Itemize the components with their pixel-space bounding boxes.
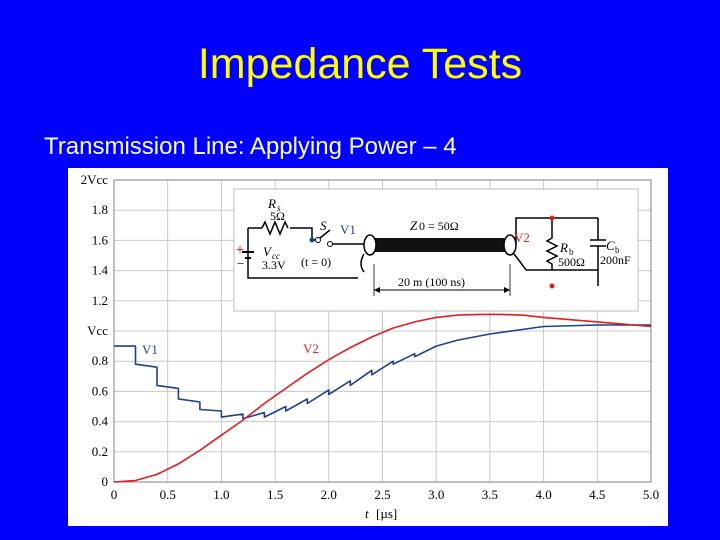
x-tick-label: 0.5 (160, 487, 176, 502)
length-label: 20 m (100 ns) (398, 275, 465, 289)
cb-capacitor (590, 218, 606, 270)
node-v2-top (549, 215, 555, 221)
series-line-v1 (114, 324, 651, 420)
v1-circuit-label: V1 (340, 222, 356, 237)
plot-frame (113, 179, 652, 483)
z0-value: 0 = 50Ω (419, 219, 459, 233)
cb-sub: b (615, 245, 620, 255)
coax-end-left (363, 234, 377, 256)
plus-sign: + (236, 243, 244, 258)
vcc-sub: cc (272, 251, 280, 261)
y-tick-label: 0.4 (92, 414, 109, 429)
x-tick-label: 3.0 (428, 487, 444, 502)
rb-sub: b (569, 247, 574, 257)
chart-figure: 0 0.5 1.0 1.5 2.0 2.5 3.0 3.5 4.0 4.5 5.0 0 0.2 0.4 0.… (68, 168, 668, 526)
node-v1 (309, 237, 315, 243)
x-axis-unit: [µs] (376, 506, 397, 521)
switch-label: S (320, 218, 327, 233)
slide-title: Impedance Tests (197, 40, 523, 88)
rs-value: 5Ω (270, 209, 285, 223)
coax-cable (368, 238, 510, 252)
x-axis-variable: t (365, 506, 369, 521)
v2-circuit-label: V2 (514, 230, 530, 245)
y-tick-label: 1.4 (92, 263, 109, 278)
coax-end-right (503, 234, 517, 256)
y-tick-label: Vcc (87, 323, 108, 338)
node-v2-bottom (549, 283, 555, 289)
series-label-v1: V1 (142, 342, 158, 357)
circuit-diagram: R s 5Ω + − V cc 3.3V S (t = 0) V1 Z 0 = … (233, 188, 639, 312)
coax-shield-left (360, 253, 365, 273)
x-tick-label: 2.5 (374, 487, 390, 502)
x-tick-label: 3.5 (482, 487, 498, 502)
switch-time: (t = 0) (301, 255, 331, 269)
x-tick-label: 0 (111, 487, 118, 502)
circuit-wire-out (515, 217, 598, 244)
slide-subtitle: Transmission Line: Applying Power – 4 (44, 133, 457, 160)
y-tick-label: 0.2 (92, 444, 108, 459)
y-tick-label: 2Vcc (81, 172, 109, 187)
x-tick-label: 2.0 (321, 487, 337, 502)
y-tick-label: 0 (102, 474, 109, 489)
x-tick-label: 1.5 (267, 487, 283, 502)
rb-label: R (559, 240, 568, 255)
minus-sign: − (237, 256, 244, 271)
rs-resistor (261, 220, 289, 236)
vcc-value: 3.3V (262, 258, 286, 272)
chart-svg: 0 0.5 1.0 1.5 2.0 2.5 3.0 3.5 4.0 4.5 5.0 0 0.2 0.4 0.… (81, 172, 660, 521)
chart-lines (113, 313, 652, 483)
series-line-v2 (113, 313, 652, 483)
rb-resistor (545, 218, 559, 270)
vcc-label: V (263, 244, 273, 259)
y-tick-label: 1.6 (92, 232, 109, 247)
cb-label: C (606, 238, 615, 253)
cb-value: 200nF (600, 253, 631, 267)
switch-contact (315, 237, 321, 243)
coax-shield-right (513, 253, 527, 271)
y-tick-label: 1.2 (92, 293, 108, 308)
y-tick-label: 0.6 (92, 383, 109, 398)
rs-sub: s (277, 203, 281, 213)
circuit-wire-bottom (247, 228, 358, 279)
series-label-v2: V2 (303, 341, 319, 356)
x-tick-label: 4.0 (535, 487, 551, 502)
y-tick-label: 1.8 (92, 202, 108, 217)
z0-label: Z (410, 218, 418, 233)
y-tick-label: 0.8 (92, 353, 108, 368)
rs-label: R (267, 196, 276, 211)
chart-ticks: 0 0.5 1.0 1.5 2.0 2.5 3.0 3.5 4.0 4.5 5.0 0 0.2 0.4 0.… (81, 172, 660, 502)
x-tick-label: 1.0 (213, 487, 229, 502)
x-tick-label: 4.5 (589, 487, 605, 502)
x-tick-label: 5.0 (643, 487, 659, 502)
switch-blade (319, 229, 331, 239)
rb-value: 500Ω (558, 255, 585, 269)
